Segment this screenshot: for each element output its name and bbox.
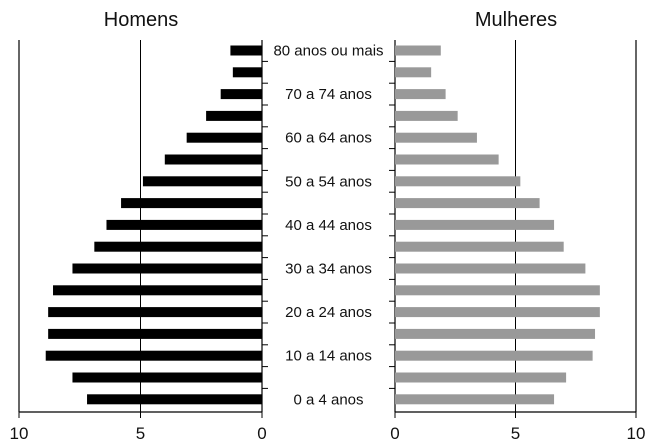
female-bar xyxy=(395,241,564,252)
male-bar xyxy=(45,350,263,361)
female-bar xyxy=(395,198,540,209)
category-label: 40 a 44 anos xyxy=(285,217,372,234)
category-label: 70 a 74 anos xyxy=(285,86,372,103)
x-tick-label: 0 xyxy=(257,424,266,443)
male-bar xyxy=(232,67,262,78)
female-bar xyxy=(395,372,567,383)
left-panel-title: Homens xyxy=(104,9,178,31)
female-bar xyxy=(395,219,555,230)
male-bar xyxy=(48,307,262,318)
male-bar xyxy=(48,328,262,339)
x-axis-ticks: 10 5 0 0 5 10 xyxy=(10,412,646,443)
category-label: 20 a 24 anos xyxy=(285,304,372,321)
male-bar xyxy=(121,198,262,209)
age-group-labels: 80 anos ou mais 70 a 74 anos 60 a 64 anos 5… xyxy=(273,43,383,409)
male-bar xyxy=(94,241,262,252)
female-bar xyxy=(395,328,596,339)
male-bar xyxy=(220,89,262,100)
male-bar xyxy=(230,45,262,56)
female-bar xyxy=(395,176,521,187)
female-bar xyxy=(395,89,446,100)
male-bar xyxy=(142,176,262,187)
female-bar xyxy=(395,67,432,78)
x-tick-label: 10 xyxy=(10,424,29,443)
female-bars xyxy=(395,45,600,405)
category-label: 80 anos ou mais xyxy=(273,43,383,60)
male-bar xyxy=(72,263,263,274)
male-bar xyxy=(72,372,263,383)
male-bar xyxy=(164,154,262,165)
female-bar xyxy=(395,110,458,121)
male-bar xyxy=(186,132,262,143)
x-tick-label: 10 xyxy=(627,424,646,443)
x-tick-label: 5 xyxy=(511,424,520,443)
category-label: 50 a 54 anos xyxy=(285,173,372,190)
category-label: 60 a 64 anos xyxy=(285,130,372,147)
x-tick-label: 5 xyxy=(136,424,145,443)
male-bar xyxy=(53,285,262,296)
female-bar xyxy=(395,307,600,318)
female-bar xyxy=(395,394,555,405)
category-label: 10 a 14 anos xyxy=(285,348,372,365)
male-bar xyxy=(106,219,262,230)
category-label: 30 a 34 anos xyxy=(285,261,372,278)
female-bar xyxy=(395,263,586,274)
right-panel-title: Mulheres xyxy=(475,9,557,31)
female-bar xyxy=(395,285,600,296)
x-tick-label: 0 xyxy=(390,424,399,443)
female-bar xyxy=(395,45,441,56)
female-bar xyxy=(395,350,593,361)
category-label: 0 a 4 anos xyxy=(293,391,363,408)
male-bars xyxy=(45,45,263,405)
male-bar xyxy=(87,394,262,405)
male-bar xyxy=(206,110,262,121)
female-bar xyxy=(395,154,499,165)
female-bar xyxy=(395,132,477,143)
